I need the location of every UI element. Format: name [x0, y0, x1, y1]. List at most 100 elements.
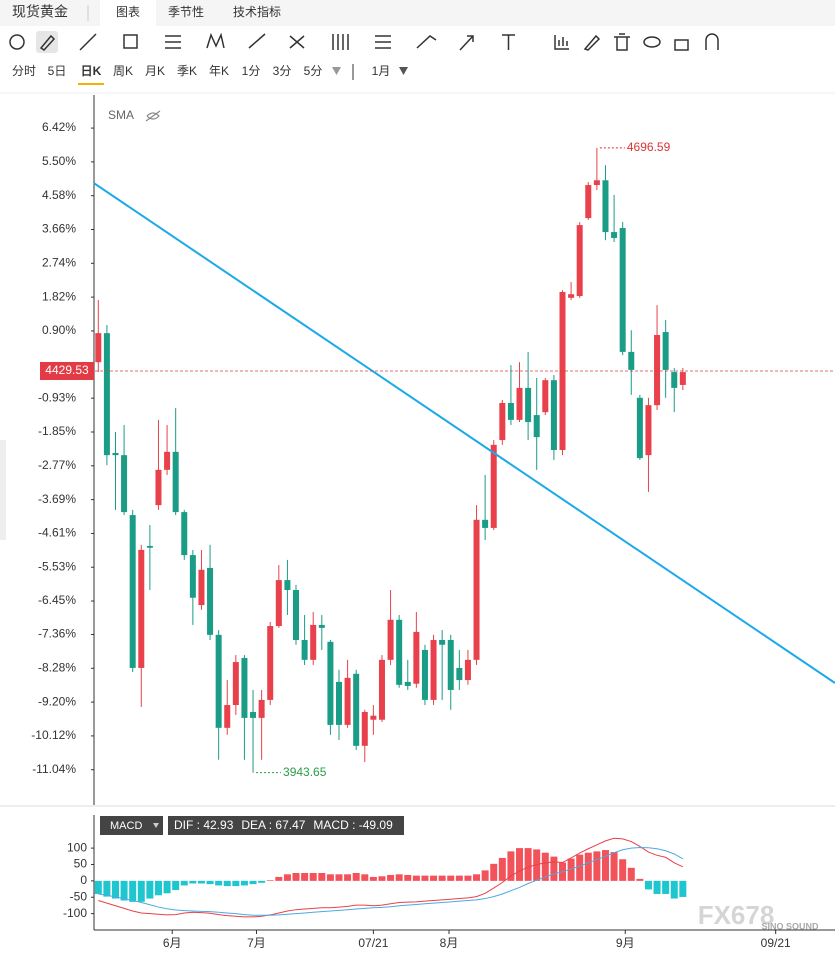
macd-bar	[533, 849, 541, 881]
tool-icon[interactable]	[9, 34, 25, 50]
period[interactable]: 分时	[12, 64, 36, 78]
tool-icon[interactable]	[248, 33, 266, 49]
macd-line	[98, 846, 684, 916]
x-tick-label: 07/21	[358, 936, 388, 950]
candle-body	[155, 469, 162, 506]
period[interactable]: 年K	[209, 64, 229, 78]
candle-body	[146, 545, 153, 548]
macd-bar	[189, 880, 197, 884]
tool-icon[interactable]	[554, 35, 569, 50]
macd-bar	[344, 874, 352, 881]
period[interactable]: 月K	[145, 64, 165, 78]
tool-icon[interactable]	[614, 33, 630, 51]
period[interactable]: 季K	[177, 64, 197, 78]
candle-body	[232, 662, 239, 706]
macd-bar	[275, 876, 283, 881]
candle-body	[636, 397, 643, 459]
macd-bar	[619, 859, 627, 881]
month-select[interactable]: 1月	[372, 64, 391, 78]
y-tick-label: -5.53%	[38, 559, 76, 573]
candle-body	[482, 519, 489, 528]
tool-icon[interactable]	[502, 34, 515, 50]
macd-bar	[120, 880, 128, 901]
candle-body	[224, 705, 231, 728]
side-handle[interactable]	[0, 440, 6, 540]
y-tick-label: -4.61%	[38, 526, 76, 540]
candle-body	[576, 225, 583, 297]
macd-bar	[567, 858, 575, 881]
tool-icon[interactable]	[674, 39, 689, 51]
candle-body	[284, 580, 291, 591]
candle-body	[275, 580, 282, 627]
candle-body	[378, 659, 385, 720]
period[interactable]: 周K	[113, 64, 133, 78]
y-tick-label: 100	[67, 840, 87, 854]
tool-icon[interactable]	[79, 33, 97, 51]
candle-body	[499, 402, 506, 441]
macd-bar	[163, 880, 171, 894]
macd-bar	[541, 852, 549, 881]
period[interactable]: 5分	[304, 64, 323, 78]
tool-icon[interactable]	[583, 34, 601, 51]
y-tick-label: -11.04%	[32, 762, 76, 776]
macd-bar	[490, 863, 498, 881]
candle-body	[602, 180, 609, 233]
macd-readout: DIF : 42.93	[174, 818, 234, 832]
period[interactable]: 1分	[242, 64, 261, 78]
price-tag	[40, 361, 94, 380]
tool-icon[interactable]	[289, 35, 305, 49]
tool-icon[interactable]	[36, 31, 58, 53]
macd-bar	[361, 874, 369, 881]
macd-bar	[249, 880, 257, 885]
tool-icon[interactable]	[705, 33, 719, 50]
tool-icon[interactable]	[39, 34, 56, 51]
tool-icon[interactable]	[332, 34, 349, 50]
tab[interactable]: 图表	[116, 5, 140, 19]
macd-bar	[129, 880, 137, 902]
watermark: FX678	[698, 900, 775, 930]
tab[interactable]: 季节性	[168, 5, 204, 19]
tool-icon[interactable]	[643, 36, 661, 48]
macd-bar	[636, 878, 644, 881]
macd-bar	[180, 880, 188, 886]
active-tab[interactable]	[100, 0, 156, 26]
macd-bar	[387, 874, 395, 881]
macd-bar	[215, 880, 223, 886]
candle-body	[404, 681, 411, 686]
tool-icon[interactable]	[416, 35, 437, 49]
visibility-icon[interactable]	[145, 110, 161, 122]
y-tick-label: 0	[80, 873, 87, 887]
tool-icon[interactable]	[123, 34, 138, 49]
macd-bar	[172, 880, 180, 891]
candle-body	[516, 387, 523, 420]
macd-bar	[103, 880, 111, 897]
macd-bar	[266, 880, 274, 881]
candle-body	[439, 639, 446, 645]
candle-body	[654, 334, 661, 406]
dropdown-arrow[interactable]	[399, 67, 408, 75]
tool-icon[interactable]	[375, 35, 391, 49]
macd-bar	[223, 880, 231, 887]
period[interactable]: 3分	[273, 64, 292, 78]
macd-bar	[283, 874, 291, 881]
tool-icon[interactable]	[206, 32, 225, 49]
macd-bar	[550, 856, 558, 881]
macd-title[interactable]: MACD	[110, 820, 142, 832]
tool-icon[interactable]	[459, 35, 474, 51]
period[interactable]: 5日	[48, 64, 67, 78]
macd-bar	[352, 873, 360, 881]
tool-icon[interactable]	[165, 35, 181, 49]
macd-bar	[232, 880, 240, 887]
macd-bar	[378, 876, 386, 881]
candle-body	[310, 624, 317, 660]
macd-select[interactable]	[100, 816, 163, 835]
tab[interactable]: 技术指标	[233, 4, 281, 19]
macd-bar	[627, 867, 635, 881]
period-active[interactable]: 日K	[81, 64, 102, 78]
candle-body	[464, 659, 471, 681]
y-tick-label: 4.58%	[42, 188, 76, 202]
candle-body	[301, 639, 308, 660]
dropdown-arrow[interactable]	[332, 67, 341, 75]
dropdown-arrow[interactable]	[153, 823, 159, 828]
